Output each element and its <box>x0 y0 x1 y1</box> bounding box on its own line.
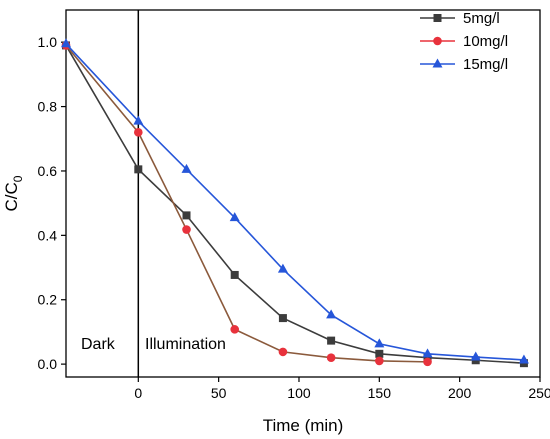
x-tick-label: 250 <box>528 385 550 401</box>
legend: 5mg/l 10mg/l 15mg/l <box>420 10 508 73</box>
data-point <box>375 356 384 366</box>
legend-marker <box>433 14 442 22</box>
y-tick-label: 0.8 <box>38 99 58 115</box>
illumination-region-label: Illumination <box>145 336 226 353</box>
x-tick-label: 100 <box>287 385 311 401</box>
dark-region-label: Dark <box>81 336 116 353</box>
data-point <box>181 163 192 173</box>
y-tick-label: 0.2 <box>38 292 58 308</box>
x-tick-label: 0 <box>134 385 142 401</box>
data-point <box>134 128 143 137</box>
tick-labels: 0 50 100 150 200 250 0.0 0.2 0.4 0.6 0.8 1.0 <box>38 34 550 401</box>
data-point <box>133 115 144 125</box>
data-point <box>326 353 336 362</box>
plot-frame <box>65 9 541 378</box>
legend-label: 10mg/l <box>463 33 508 50</box>
data-point <box>423 357 432 367</box>
legend-label: 5mg/l <box>463 10 500 27</box>
plot-series <box>61 38 529 368</box>
data-point <box>277 263 288 273</box>
data-point <box>470 351 481 361</box>
data-point <box>182 211 191 220</box>
legend-label: 15mg/l <box>463 56 508 73</box>
data-point <box>134 165 143 174</box>
data-point <box>374 338 385 348</box>
data-point <box>278 347 288 357</box>
data-point <box>230 325 240 334</box>
data-point <box>229 212 240 222</box>
series-15mg/l <box>61 38 529 364</box>
data-point <box>375 349 384 358</box>
series-10mg/l <box>61 41 432 367</box>
x-tick-label: 150 <box>368 385 392 401</box>
data-point <box>61 38 71 48</box>
x-tick-label: 50 <box>211 385 227 401</box>
y-tick-label: 0.4 <box>38 227 58 243</box>
series-line <box>65 45 524 364</box>
x-axis-title: Time (min) <box>263 416 344 435</box>
data-point <box>278 314 287 323</box>
y-axis-title: C/C0 <box>2 175 25 211</box>
legend-marker <box>432 58 443 68</box>
data-point <box>230 270 239 279</box>
x-tick-label: 200 <box>448 385 472 401</box>
legend-marker <box>433 36 442 46</box>
series-line <box>65 44 428 363</box>
y-axis-title-subscript: 0 <box>11 175 25 182</box>
data-point <box>518 354 529 364</box>
data-point <box>326 309 337 319</box>
y-tick-label: 0.0 <box>38 356 58 372</box>
y-tick-label: 0.6 <box>38 163 58 179</box>
y-tick-label: 1.0 <box>38 34 58 50</box>
data-point <box>327 336 336 345</box>
data-point <box>422 348 433 358</box>
data-point <box>182 225 191 234</box>
series-line <box>65 43 524 361</box>
series-5mg/l <box>62 41 528 368</box>
y-axis-title-main: C/C <box>2 182 21 211</box>
